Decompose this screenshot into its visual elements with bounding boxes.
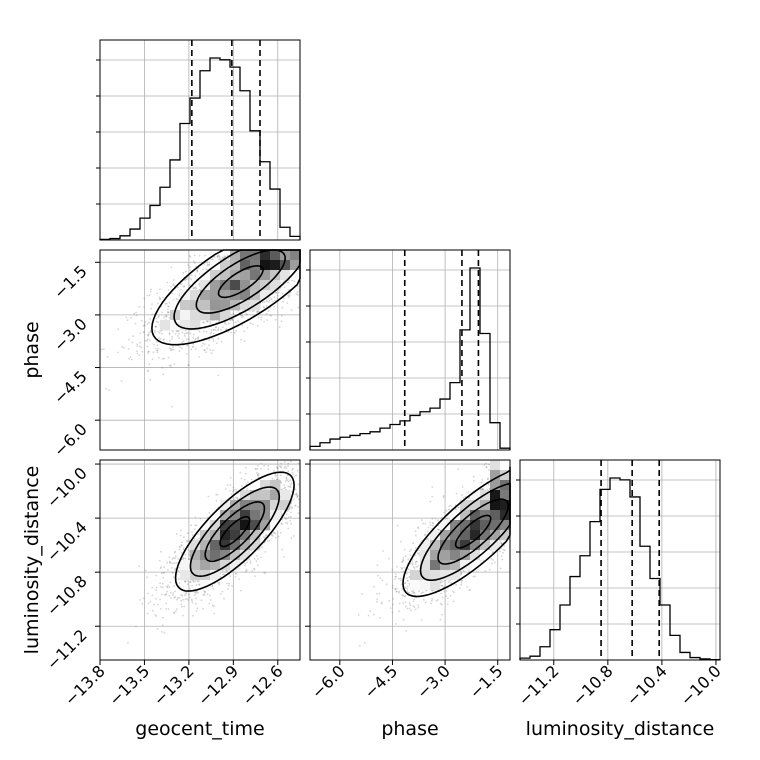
x-axis-label: luminosity_distance xyxy=(526,718,715,740)
joint-geocent-time-vs-luminosity-distance xyxy=(99,459,301,661)
histogram-step xyxy=(519,477,721,661)
x-tick-label: −10.4 xyxy=(623,661,671,709)
histogram-geocent-time xyxy=(96,39,301,241)
y-tick-label: −3.0 xyxy=(50,314,91,355)
x-tick-label: −1.5 xyxy=(466,661,507,702)
x-tick-label: −3.0 xyxy=(413,661,454,702)
x-tick-label: −11.2 xyxy=(515,661,563,709)
y-tick-label: −6.0 xyxy=(50,420,91,461)
grid xyxy=(100,40,300,240)
panel-frame xyxy=(99,249,301,451)
x-tick-label: −10.0 xyxy=(677,661,725,709)
y-tick-label: −10.4 xyxy=(43,518,91,566)
grid xyxy=(310,250,510,450)
x-tick-label: −4.5 xyxy=(360,661,401,702)
grid xyxy=(100,460,300,660)
y-tick-label: −10.8 xyxy=(43,572,91,620)
panel-frame xyxy=(309,459,511,661)
y-tick-label: −11.2 xyxy=(43,626,91,674)
contour-lines xyxy=(174,471,295,592)
histogram-luminosity-distance xyxy=(516,459,721,661)
x-tick-label: −12.6 xyxy=(239,661,287,709)
x-tick-label: −12.9 xyxy=(194,661,242,709)
y-axis-label: luminosity_distance xyxy=(21,466,43,655)
x-axis-label: geocent_time xyxy=(135,718,264,740)
x-tick-label: −13.2 xyxy=(150,661,198,709)
x-tick-label: −6.0 xyxy=(308,661,349,702)
histogram-step xyxy=(309,267,511,450)
y-axis-label: phase xyxy=(21,321,43,378)
y-tick-label: −1.5 xyxy=(50,262,91,303)
density-grid xyxy=(180,470,291,591)
density-grid xyxy=(410,460,511,591)
x-axis-label: phase xyxy=(381,718,438,740)
joint-geocent-time-vs-phase xyxy=(99,249,301,451)
panel-frame xyxy=(309,249,511,451)
contour-lines xyxy=(402,466,511,598)
y-tick-label: −10.0 xyxy=(43,463,91,511)
panel-frame xyxy=(99,459,301,661)
histogram-step xyxy=(99,57,301,241)
grid xyxy=(520,460,720,660)
x-tick-label: −13.8 xyxy=(61,661,109,709)
x-tick-label: −13.5 xyxy=(105,661,153,709)
panel-frame xyxy=(99,39,301,241)
panel-frame xyxy=(519,459,721,661)
histogram-phase xyxy=(306,249,511,451)
x-tick-label: −10.8 xyxy=(569,661,617,709)
joint-phase-vs-luminosity-distance xyxy=(309,459,511,661)
y-tick-label: −4.5 xyxy=(50,367,91,408)
density-grid xyxy=(160,250,301,331)
